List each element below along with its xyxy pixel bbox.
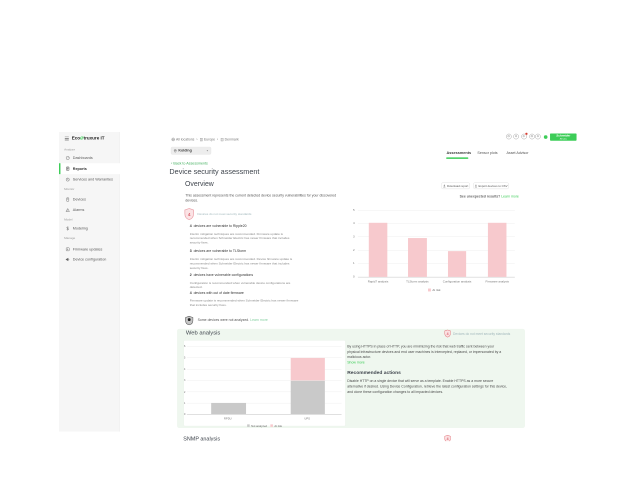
svg-text:4: 4 — [447, 332, 449, 336]
svg-text:4: 4 — [188, 212, 191, 218]
svg-text:4: 4 — [447, 437, 449, 441]
